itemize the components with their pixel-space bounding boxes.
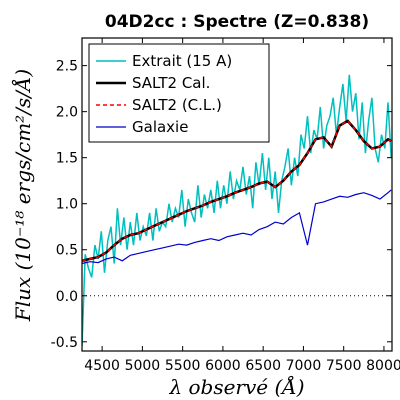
x-tick-label: 6000 (205, 358, 241, 374)
x-tick-label: 7000 (286, 358, 322, 374)
x-tick-label: 5500 (165, 358, 201, 374)
y-tick-label: 2.0 (56, 105, 78, 121)
legend-label-2: SALT2 Cal. (132, 74, 210, 92)
series-line-1 (82, 74, 392, 347)
y-axis-label: Flux (10⁻¹⁸ ergs/cm²/s/Å) (10, 69, 35, 322)
y-tick-label: 0.5 (56, 243, 78, 259)
y-tick-label: 1.0 (56, 197, 78, 213)
legend-label-4: Galaxie (132, 118, 188, 136)
legend: Extrait (15 A) SALT2 Cal. SALT2 (C.L.) Gala… (88, 43, 270, 143)
series-line-3 (82, 119, 392, 262)
x-tick-label: 4500 (84, 358, 120, 374)
plot-frame (81, 37, 393, 352)
y-tick-label: 2.5 (56, 59, 78, 75)
x-axis-label: λ observé (Å) (168, 374, 304, 399)
ticks-group: 4500 5000 5500 6000 6500 7000 7500 8000 -0.5 0.0 0… (51, 38, 400, 374)
series-line-4 (82, 189, 392, 265)
x-tick-label: 8000 (366, 358, 400, 374)
plot-area: 4500 5000 5500 6000 6500 7000 7500 8000 -0.5 0.0 0… (51, 37, 400, 374)
x-tick-label: 5000 (125, 358, 161, 374)
y-tick-label: 1.5 (56, 151, 78, 167)
x-tick-label: 7500 (326, 358, 362, 374)
chart-title: 04D2cc : Spectre (Z=0.838) (105, 12, 369, 32)
legend-label-3: SALT2 (C.L.) (132, 96, 222, 114)
legend-label-1: Extrait (15 A) (132, 52, 232, 70)
series-group (82, 74, 392, 347)
x-tick-label: 6500 (245, 358, 281, 374)
y-tick-label: 0.0 (56, 289, 78, 305)
y-tick-label: -0.5 (51, 335, 78, 351)
